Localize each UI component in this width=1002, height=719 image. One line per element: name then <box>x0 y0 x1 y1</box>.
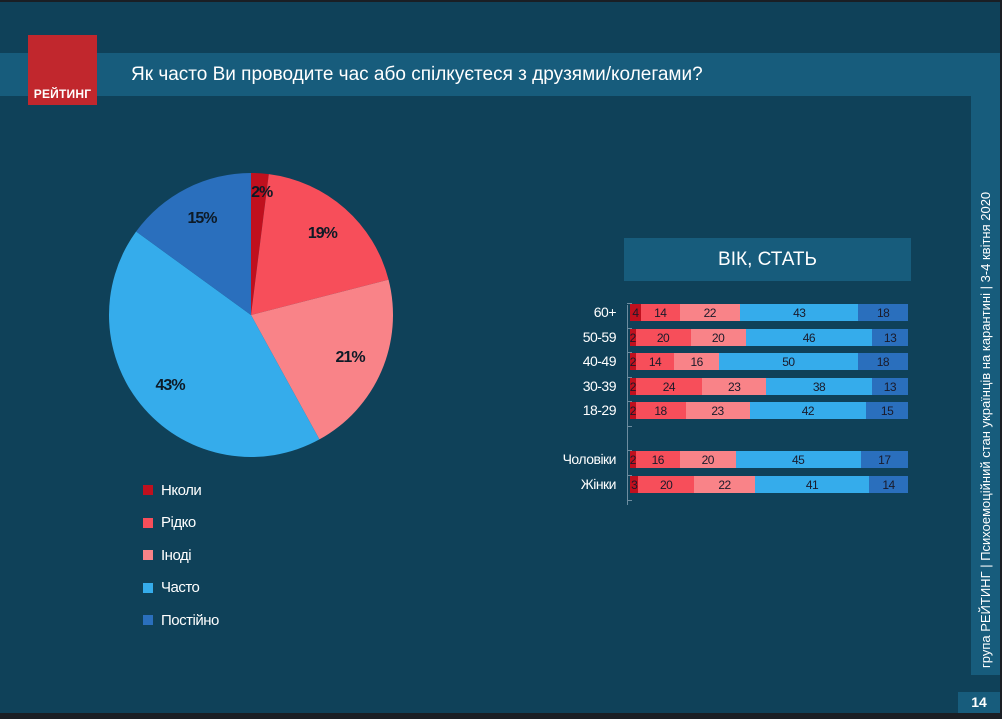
bar-segment: 4 <box>630 304 641 321</box>
bar-segment: 13 <box>871 378 908 395</box>
bar-row: 2 14 16 50 18 <box>630 353 908 370</box>
legend-item: Іноді <box>143 539 219 572</box>
pie-slice-label: 43% <box>155 377 186 395</box>
title-band <box>0 53 1000 96</box>
axis-tick <box>627 303 632 304</box>
legend: Нколи Рідко Іноді Часто Постійно <box>143 474 219 637</box>
axis-tick <box>627 328 632 329</box>
bar-row: 4 14 22 43 18 <box>630 304 908 321</box>
legend-label: Іноді <box>161 546 192 564</box>
legend-item: Нколи <box>143 474 219 507</box>
logo-text: РЕЙТИНГ <box>33 87 92 101</box>
legend-item: Постійно <box>143 604 219 637</box>
bar-segment: 43 <box>740 304 859 321</box>
bar-segment: 46 <box>745 329 873 346</box>
legend-swatch-icon <box>143 517 153 528</box>
bar-segment: 14 <box>635 353 675 370</box>
legend-swatch-icon <box>143 550 153 561</box>
pie-slice <box>136 173 251 315</box>
legend-swatch-icon <box>143 615 153 626</box>
legend-item: Часто <box>143 572 219 605</box>
bar-category-label: 30-39 <box>582 378 617 394</box>
bar-axis <box>627 305 628 505</box>
bar-segment: 50 <box>718 353 858 370</box>
bar-segment: 23 <box>702 378 767 395</box>
legend-label: Часто <box>161 579 200 597</box>
bar-row: 2 20 20 46 13 <box>630 329 908 346</box>
bar-segment: 14 <box>641 304 680 321</box>
bar-segment: 41 <box>755 476 870 493</box>
axis-tick <box>627 377 632 378</box>
legend-swatch-icon <box>143 582 153 593</box>
bar-segment: 45 <box>735 451 861 468</box>
bar-category-label: Жінки <box>580 476 617 492</box>
frame-border <box>0 713 1002 719</box>
bar-row: 2 24 23 38 13 <box>630 378 908 395</box>
legend-item: Рідко <box>143 507 219 540</box>
bar-segment: 20 <box>638 476 694 493</box>
bar-row: 2 16 20 45 17 <box>630 451 908 468</box>
bar-segment: 16 <box>674 353 719 370</box>
page-title: Як часто Ви проводите час або спілкуєтес… <box>131 64 703 85</box>
bar-segment: 18 <box>857 353 908 370</box>
bar-segment: 3 <box>630 476 639 493</box>
bar-category-label: 40-49 <box>582 353 617 369</box>
bar-segment: 17 <box>860 451 908 468</box>
pie-slice-label: 21% <box>335 348 366 366</box>
bar-segment: 2 <box>630 329 636 346</box>
bar-segment: 2 <box>630 353 636 370</box>
axis-tick <box>627 500 632 501</box>
bar-segment: 42 <box>749 402 867 419</box>
bar-segment: 22 <box>693 476 756 493</box>
bar-chart-header: ВІК, СТАТЬ <box>624 238 911 281</box>
pie-chart <box>109 173 393 457</box>
legend-swatch-icon <box>143 485 153 496</box>
bar-segment: 15 <box>866 402 908 419</box>
bar-segment: 18 <box>635 402 686 419</box>
bar-segment: 18 <box>858 304 908 321</box>
bar-segment: 2 <box>630 451 636 468</box>
bar-segment: 22 <box>679 304 741 321</box>
bar-category-label: 18-29 <box>582 402 617 418</box>
bar-segment: 20 <box>680 451 736 468</box>
bar-category-label: 60+ <box>593 304 617 320</box>
legend-label: Нколи <box>161 481 202 499</box>
bar-row: 3 20 22 41 14 <box>630 476 908 493</box>
pie-slice <box>251 174 389 315</box>
bar-segment: 16 <box>635 451 681 468</box>
bar-segment: 24 <box>635 378 703 395</box>
bar-category-label: 50-59 <box>582 329 617 345</box>
axis-tick <box>627 426 632 427</box>
pie-slice <box>251 279 393 440</box>
pie-slice-label: 15% <box>187 209 217 227</box>
axis-tick <box>627 450 632 451</box>
pie-slice-label: 2% <box>251 184 273 202</box>
legend-label: Постійно <box>161 611 219 629</box>
bar-category-label: Чоловіки <box>562 451 617 467</box>
bar-segment: 20 <box>635 329 691 346</box>
bar-segment: 2 <box>630 402 636 419</box>
pie-slice <box>109 231 320 457</box>
axis-tick <box>627 352 632 353</box>
bar-row: 2 18 23 42 15 <box>630 402 908 419</box>
axis-tick <box>627 475 632 476</box>
bar-segment: 20 <box>690 329 746 346</box>
sidebar-band <box>971 53 1000 675</box>
legend-label: Рідко <box>161 514 196 532</box>
bar-segment: 14 <box>869 476 908 493</box>
bar-segment: 2 <box>630 378 636 395</box>
bar-segment: 13 <box>872 329 908 346</box>
page-number: 14 <box>958 692 1000 713</box>
pie-slice <box>251 173 269 315</box>
rating-logo: РЕЙТИНГ <box>28 35 97 105</box>
bar-segment: 23 <box>685 402 750 419</box>
pie-slice-label: 19% <box>307 225 338 243</box>
bar-segment: 38 <box>766 378 872 395</box>
sidebar-caption: група РЕЙТИНГ | Психоемоційний стан укра… <box>978 191 993 668</box>
axis-tick <box>627 401 632 402</box>
